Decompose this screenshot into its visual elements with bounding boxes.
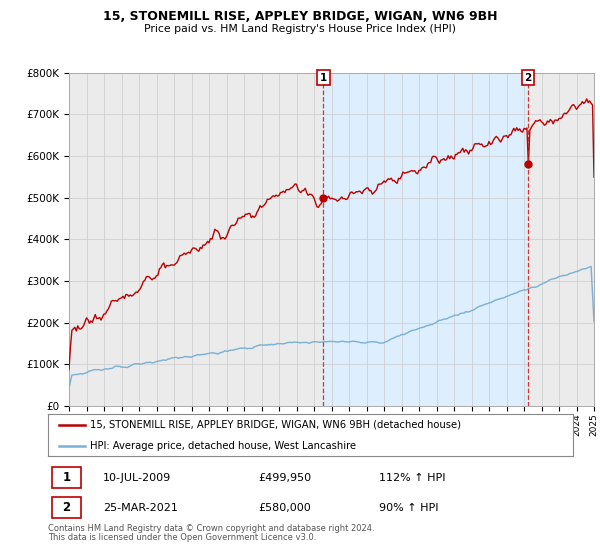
Text: Contains HM Land Registry data © Crown copyright and database right 2024.: Contains HM Land Registry data © Crown c…: [48, 524, 374, 533]
Text: £580,000: £580,000: [258, 503, 311, 513]
Text: 10-JUL-2009: 10-JUL-2009: [103, 473, 172, 483]
Text: 15, STONEMILL RISE, APPLEY BRIDGE, WIGAN, WN6 9BH (detached house): 15, STONEMILL RISE, APPLEY BRIDGE, WIGAN…: [90, 420, 461, 430]
FancyBboxPatch shape: [52, 497, 81, 519]
Text: HPI: Average price, detached house, West Lancashire: HPI: Average price, detached house, West…: [90, 441, 356, 451]
Text: 2: 2: [524, 73, 532, 83]
Text: 25-MAR-2021: 25-MAR-2021: [103, 503, 178, 513]
Text: 1: 1: [62, 472, 70, 484]
Text: 90% ↑ HPI: 90% ↑ HPI: [379, 503, 438, 513]
Text: £499,950: £499,950: [258, 473, 311, 483]
Text: Price paid vs. HM Land Registry's House Price Index (HPI): Price paid vs. HM Land Registry's House …: [144, 24, 456, 34]
Text: This data is licensed under the Open Government Licence v3.0.: This data is licensed under the Open Gov…: [48, 533, 316, 542]
Text: 1: 1: [320, 73, 327, 83]
FancyBboxPatch shape: [52, 467, 81, 488]
Text: 15, STONEMILL RISE, APPLEY BRIDGE, WIGAN, WN6 9BH: 15, STONEMILL RISE, APPLEY BRIDGE, WIGAN…: [103, 10, 497, 23]
Text: 2: 2: [62, 501, 70, 515]
Bar: [323, 73, 528, 406]
Text: 112% ↑ HPI: 112% ↑ HPI: [379, 473, 445, 483]
